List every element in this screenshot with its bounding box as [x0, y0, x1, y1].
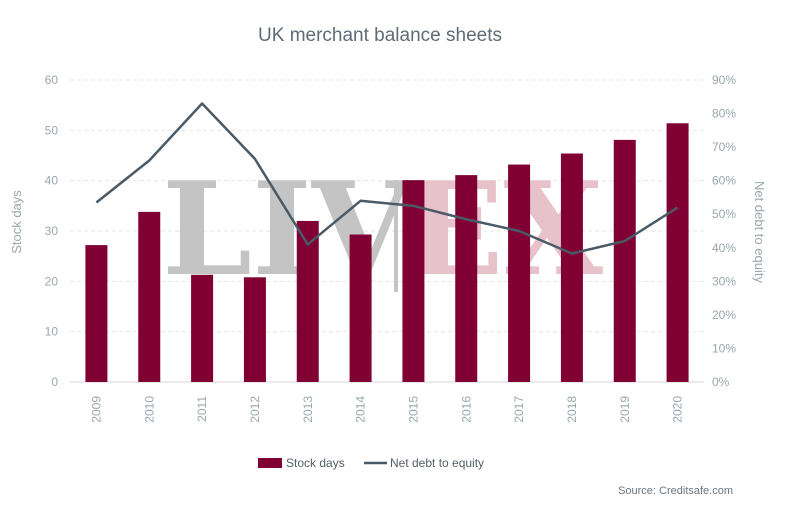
bar-series-stock-days	[85, 123, 689, 382]
x-tick-label: 2015	[406, 396, 420, 423]
y-tick-label: 50	[45, 123, 59, 137]
bar	[296, 220, 319, 382]
legend-label-net-debt: Net debt to equity	[390, 456, 484, 470]
x-tick-label: 2011	[195, 396, 209, 422]
source-note: Source: Creditsafe.com	[618, 485, 733, 497]
x-axis-ticks: 2009 2010 2011 2012 2013 2014 2015 2016 2017 2018…	[89, 396, 684, 423]
bar	[560, 153, 583, 382]
x-tick-label: 2018	[565, 396, 579, 423]
y2-tick-label: 50%	[712, 207, 736, 221]
left-axis-ticks: 0 10 20 30 40 50 60	[45, 73, 59, 389]
bar	[508, 164, 531, 382]
y2-tick-label: 60%	[712, 174, 736, 188]
line-series-net-debt	[95, 102, 679, 255]
bar	[455, 175, 478, 382]
bar	[191, 274, 214, 382]
x-tick-label: 2020	[671, 396, 685, 423]
bar	[85, 245, 108, 382]
bar	[613, 139, 636, 382]
x-tick-label: 2010	[142, 396, 156, 423]
line-path	[95, 102, 679, 255]
legend-label-stock-days: Stock days	[286, 456, 345, 470]
y-tick-label: 0	[51, 375, 58, 389]
bar	[243, 277, 266, 382]
bar	[666, 123, 689, 382]
x-tick-label: 2014	[354, 396, 368, 423]
x-tick-label: 2019	[618, 396, 632, 423]
x-tick-label: 2013	[301, 396, 315, 423]
y2-tick-label: 90%	[712, 73, 736, 87]
bar	[138, 211, 161, 382]
legend: Stock days Net debt to equity	[258, 456, 484, 470]
x-tick-label: 2012	[248, 396, 262, 423]
y-tick-label: 30	[45, 224, 59, 238]
bar	[349, 234, 372, 382]
left-axis-title: Stock days	[9, 190, 24, 254]
x-tick-label: 2009	[89, 396, 103, 423]
y2-tick-label: 70%	[712, 140, 736, 154]
x-tick-label: 2016	[459, 396, 473, 423]
bar	[402, 180, 425, 382]
right-axis-title: Net debt to equity	[752, 181, 767, 283]
y-tick-label: 40	[45, 174, 59, 188]
chart-title: UK merchant balance sheets	[258, 25, 502, 46]
y2-tick-label: 40%	[712, 241, 736, 255]
y2-tick-label: 0%	[712, 375, 730, 389]
y2-tick-label: 30%	[712, 274, 736, 288]
y2-tick-label: 10%	[712, 341, 736, 355]
y2-tick-label: 20%	[712, 308, 736, 322]
x-tick-label: 2017	[512, 396, 526, 423]
right-axis-ticks: 0% 10% 20% 30% 40% 50% 60% 70% 80% 90%	[712, 73, 736, 389]
legend-swatch-stock-days	[258, 458, 282, 468]
y-tick-label: 20	[45, 274, 59, 288]
y2-tick-label: 80%	[712, 107, 736, 121]
y-tick-label: 60	[45, 73, 59, 87]
y-tick-label: 10	[45, 325, 59, 339]
watermark-logo: LIV EX	[162, 155, 604, 305]
